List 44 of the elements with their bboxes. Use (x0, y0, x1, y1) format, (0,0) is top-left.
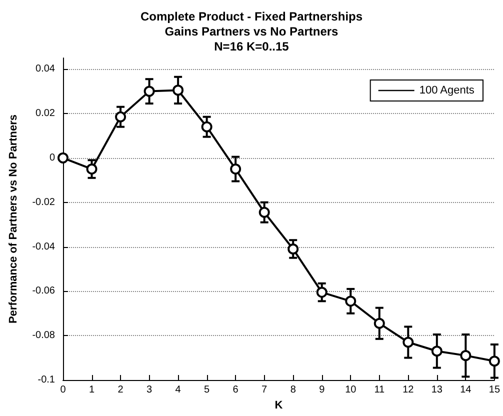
y-tick-label: -0.04 (32, 241, 56, 252)
x-tick-label: 15 (488, 384, 500, 396)
x-tick-label: 12 (402, 384, 414, 396)
x-tick-label: 1 (88, 384, 95, 396)
point (258, 206, 270, 218)
x-tick-label: 2 (118, 384, 124, 396)
point (58, 152, 68, 164)
x-tick-label: 11 (374, 384, 386, 396)
legend-label: 100 Agents (419, 84, 475, 96)
x-tick-label: 10 (345, 384, 357, 396)
point (172, 84, 184, 96)
y-axis-title: Performance of Partners vs No Partners (8, 114, 20, 324)
x-tick-label: 0 (60, 384, 66, 396)
x-tick-label: 8 (290, 384, 296, 396)
point (144, 86, 155, 97)
point (402, 336, 414, 348)
x-tick-label: 5 (204, 384, 210, 396)
point (431, 346, 442, 357)
y-tick-label: 0.02 (36, 108, 56, 120)
y-tick-label: -0.02 (32, 196, 56, 208)
point (230, 164, 242, 175)
point (115, 111, 126, 122)
point (460, 350, 472, 362)
chart-title: Complete Product - Fixed Partnerships Gains Partners vs No Partners N=16 K=0..15 (140, 10, 363, 54)
point (316, 286, 328, 298)
point (86, 164, 98, 175)
x-tick-label: 3 (146, 384, 153, 396)
y-tick-label: -0.06 (32, 286, 56, 297)
point (201, 121, 212, 132)
point (288, 243, 299, 254)
point (488, 356, 500, 367)
point (374, 318, 385, 329)
x-tick-label: 14 (460, 384, 472, 396)
point (345, 296, 356, 307)
x-tick-label: 7 (262, 384, 268, 396)
y-tick-label: 0 (49, 152, 56, 164)
x-tick-label: 4 (175, 384, 182, 396)
x-tick-label: 9 (319, 384, 326, 396)
x-tick-label: 13 (431, 384, 443, 396)
y-tick-label: -0.1 (38, 374, 56, 386)
x-axis-title: K (274, 399, 283, 412)
x-tick-label: 6 (232, 384, 239, 396)
y-tick-label: 0.04 (36, 64, 56, 75)
y-tick-label: -0.08 (32, 330, 56, 342)
